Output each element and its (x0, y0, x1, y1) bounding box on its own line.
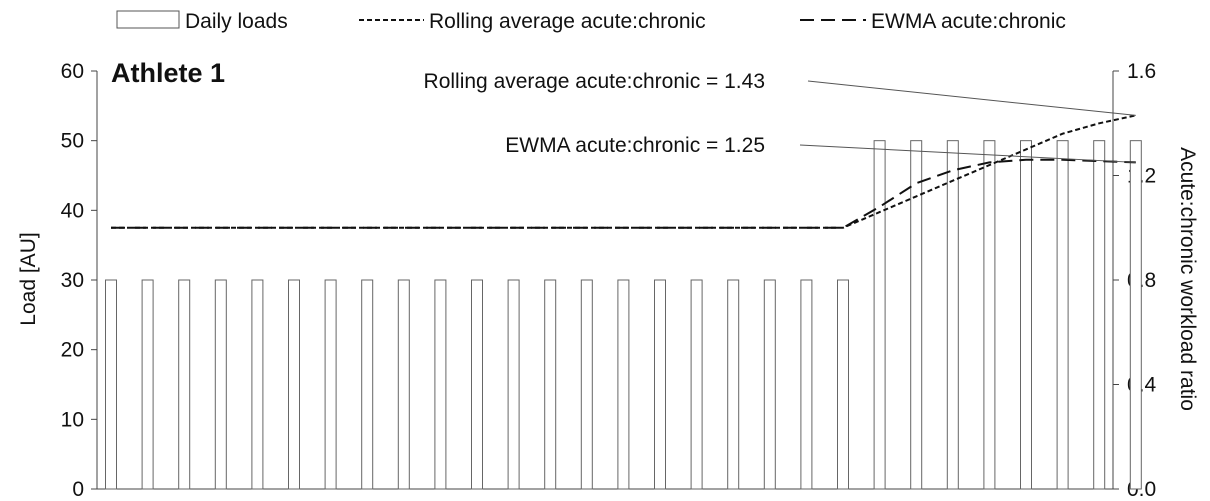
bar-daily-load (1129, 140, 1142, 490)
left-axis-tick-label: 60 (61, 60, 84, 83)
bar-daily-load (214, 279, 227, 490)
bar-daily-load (580, 279, 593, 490)
bar-daily-load (800, 279, 813, 490)
bar-daily-load (105, 279, 117, 490)
bar-daily-load (654, 279, 666, 490)
left-axis-label: Load [AU] (17, 232, 40, 325)
bar-daily-load (763, 279, 776, 490)
bar-daily-load (251, 279, 264, 490)
bar-daily-load (1020, 140, 1032, 490)
annotation-rolling: Rolling average acute:chronic = 1.43 (424, 70, 765, 93)
bar-daily-load (617, 279, 630, 490)
bar-daily-load (178, 279, 191, 490)
chart-title: Athlete 1 (111, 58, 225, 88)
bar-daily-load (873, 140, 886, 490)
ratio-lines (111, 114, 1137, 229)
bar-daily-load (141, 279, 154, 490)
bar-daily-load (1093, 140, 1106, 490)
bar-daily-load (946, 140, 959, 490)
legend-label-daily-loads: Daily loads (185, 10, 288, 33)
legend-label-rolling: Rolling average acute:chronic (429, 10, 706, 33)
left-axis-tick-label: 30 (61, 269, 84, 292)
left-axis-tick-label: 40 (61, 199, 84, 222)
bar-daily-load (910, 140, 923, 490)
bar-daily-load (507, 279, 520, 490)
bar-daily-load (471, 279, 483, 490)
legend-swatch-daily-loads (116, 10, 180, 29)
left-axis-tick-label: 20 (61, 339, 84, 362)
bars (105, 140, 1142, 490)
left-axis-tick-label: 0 (72, 478, 84, 501)
bar-daily-load (324, 279, 337, 490)
bar-daily-load (288, 279, 300, 490)
bar-daily-load (1056, 140, 1069, 490)
annotation-ewma: EWMA acute:chronic = 1.25 (505, 134, 765, 157)
right-axis-label: Acute:chronic workload ratio (1176, 147, 1199, 411)
legend-label-ewma: EWMA acute:chronic (871, 10, 1066, 33)
bar-daily-load (690, 279, 703, 490)
annotations: Rolling average acute:chronic = 1.43 EWM… (424, 70, 1136, 163)
right-axis-tick-label: 1.6 (1127, 60, 1156, 83)
left-axis-ticks: 0 10 20 30 40 50 60 (61, 60, 97, 501)
bar-daily-load (727, 279, 740, 490)
bar-daily-load (983, 140, 996, 490)
bar-daily-load (434, 279, 447, 490)
line-rolling-average (111, 114, 1137, 229)
annotation-leader-rolling (807, 80, 1136, 116)
left-axis-tick-label: 10 (61, 408, 84, 431)
bar-daily-load (361, 279, 374, 490)
left-axis-tick-label: 50 (61, 130, 84, 153)
legend: Daily loads Rolling average acute:chroni… (116, 10, 1066, 33)
bar-daily-load (544, 279, 557, 490)
annotation-leader-ewma (799, 144, 1136, 163)
bar-daily-load (837, 279, 849, 490)
line-ewma (111, 158, 1136, 229)
bar-daily-load (397, 279, 410, 490)
